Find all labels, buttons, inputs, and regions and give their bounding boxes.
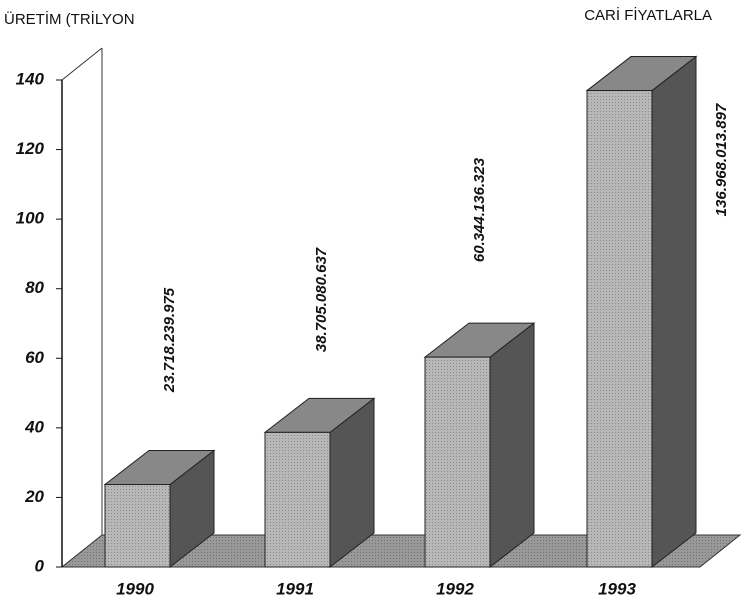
wall-top-edge [61, 47, 103, 81]
bar-side [489, 322, 535, 569]
floor-texture [62, 535, 740, 567]
y-tick-label: 40 [24, 417, 44, 436]
bar-texture [425, 357, 490, 567]
y-tick-label: 80 [25, 278, 44, 297]
x-tick-label: 1993 [598, 579, 636, 598]
bar-texture [587, 90, 652, 567]
chart-title: ÜRETİM (TRİLYON [4, 10, 135, 28]
y-tick-label: 140 [16, 69, 45, 88]
y-tick-label: 0 [35, 556, 45, 575]
bar-side [651, 55, 697, 569]
y-tick-label: 120 [16, 139, 45, 158]
data-label: 60.344.136.323 [471, 157, 488, 262]
data-label: 23.718.239.975 [161, 287, 178, 393]
data-label: 136.968.013.897 [713, 103, 730, 216]
chart-subtitle: CARİ FİYATLARLA [584, 6, 712, 24]
x-tick-label: 1990 [116, 579, 154, 598]
bar-texture [265, 432, 330, 567]
bar-texture [105, 484, 170, 567]
x-tick-label: 1991 [276, 579, 314, 598]
y-tick-label: 100 [16, 209, 45, 228]
data-label: 38.705.080.637 [313, 247, 330, 352]
y-tick-label: 60 [25, 348, 44, 367]
y-tick-label: 20 [24, 487, 44, 506]
x-tick-label: 1992 [436, 579, 474, 598]
